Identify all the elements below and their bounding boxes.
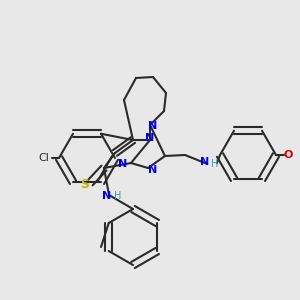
Text: N: N — [200, 157, 210, 167]
Text: H: H — [211, 159, 219, 169]
Text: Cl: Cl — [39, 153, 50, 163]
Text: N: N — [148, 121, 158, 131]
Text: N: N — [148, 165, 158, 175]
Text: H: H — [114, 191, 122, 201]
Text: N: N — [118, 159, 127, 169]
Text: S: S — [80, 178, 89, 190]
Text: N: N — [146, 133, 154, 143]
Text: N: N — [102, 191, 112, 201]
Text: O: O — [283, 150, 293, 160]
